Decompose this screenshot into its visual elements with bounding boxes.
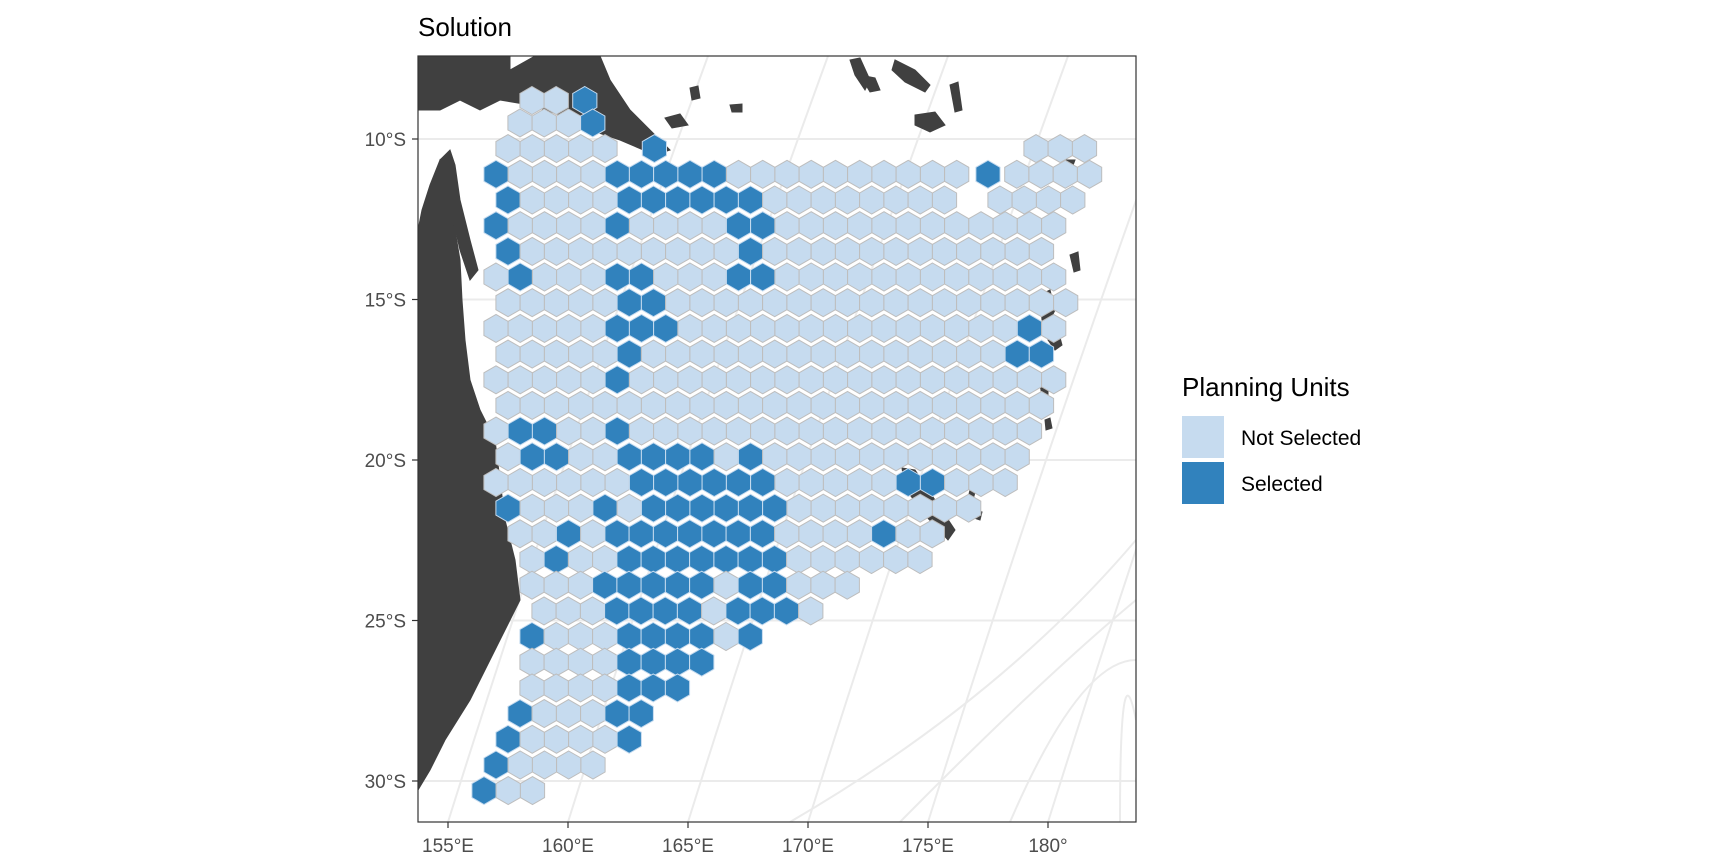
graticule-lon-line bbox=[1047, 546, 1136, 822]
y-tick-label: 20°S bbox=[365, 451, 406, 472]
x-tick-label: 170°E bbox=[782, 836, 834, 857]
landmass bbox=[891, 59, 931, 93]
planning-unit-not-selected bbox=[1016, 416, 1043, 446]
planning-unit-not-selected bbox=[944, 159, 970, 189]
graticule-arc bbox=[1135, 773, 1136, 780]
planning-unit-not-selected bbox=[931, 185, 958, 215]
planning-unit-not-selected bbox=[1060, 185, 1086, 215]
planning-unit-not-selected bbox=[580, 750, 606, 780]
planning-unit-selected bbox=[628, 699, 654, 729]
legend-label-selected: Selected bbox=[1241, 473, 1323, 496]
y-tick-label: 15°S bbox=[365, 291, 406, 312]
planning-unit-selected bbox=[689, 647, 715, 677]
landmass bbox=[1044, 417, 1053, 431]
planning-unit-selected bbox=[616, 724, 642, 754]
planning-unit-not-selected bbox=[1041, 365, 1067, 395]
planning-unit-not-selected bbox=[1076, 159, 1103, 189]
planning-unit-selected bbox=[1028, 339, 1055, 369]
planning-unit-selected bbox=[737, 621, 763, 652]
legend-swatch-selected bbox=[1182, 462, 1224, 504]
planning-unit-not-selected bbox=[592, 134, 618, 164]
x-tick-label: 160°E bbox=[542, 836, 594, 857]
legend-swatch-not-selected bbox=[1182, 416, 1224, 458]
x-axis: 155°E 160°E 165°E 170°E 175°E 180° bbox=[422, 822, 1068, 857]
planning-unit-selected bbox=[975, 159, 1001, 189]
y-tick-label: 10°S bbox=[365, 130, 406, 151]
planning-unit-selected bbox=[580, 108, 606, 138]
landmass bbox=[439, 149, 479, 282]
planning-unit-not-selected bbox=[798, 596, 824, 626]
planning-unit-not-selected bbox=[992, 467, 1018, 498]
planning-unit-not-selected bbox=[1004, 442, 1030, 472]
planning-unit-not-selected bbox=[919, 519, 945, 549]
legend-label-not-selected: Not Selected bbox=[1241, 427, 1361, 450]
graticule-arc bbox=[1119, 694, 1136, 822]
planning-unit-not-selected bbox=[1041, 211, 1067, 241]
planning-unit-not-selected bbox=[907, 544, 933, 575]
graticule-arc bbox=[789, 539, 1136, 822]
panel-border bbox=[417, 55, 1137, 823]
legend: Planning Units Not Selected Selected bbox=[1182, 372, 1361, 504]
landmass bbox=[914, 111, 946, 133]
planning-unit-not-selected bbox=[1041, 262, 1067, 292]
planning-unit-not-selected bbox=[1071, 134, 1098, 164]
x-tick-label: 155°E bbox=[422, 836, 474, 857]
planning-unit-not-selected bbox=[1028, 236, 1055, 266]
landmass bbox=[689, 85, 701, 101]
y-axis: 10°S 15°S 20°S 25°S 30°S bbox=[365, 130, 418, 793]
landmass bbox=[729, 103, 743, 113]
graticule-lon-line bbox=[927, 197, 1136, 822]
x-tick-label: 175°E bbox=[902, 836, 954, 857]
planning-unit-selected bbox=[641, 134, 667, 164]
chart-title: Solution bbox=[418, 12, 512, 42]
landmass bbox=[1069, 251, 1081, 273]
planning-unit-not-selected bbox=[543, 85, 569, 116]
y-tick-label: 30°S bbox=[365, 772, 406, 793]
y-tick-label: 25°S bbox=[365, 612, 406, 633]
planning-units-layer bbox=[471, 85, 1103, 806]
planning-unit-not-selected bbox=[956, 493, 982, 523]
legend-title: Planning Units bbox=[1182, 372, 1350, 402]
landmass bbox=[664, 113, 689, 129]
planning-unit-not-selected bbox=[519, 776, 546, 806]
graticule-arc bbox=[1009, 659, 1136, 822]
planning-unit-not-selected bbox=[1053, 288, 1079, 318]
planning-unit-not-selected bbox=[834, 570, 860, 600]
planning-unit-selected bbox=[664, 673, 691, 703]
planning-unit-not-selected bbox=[1041, 313, 1067, 343]
x-tick-label: 180° bbox=[1028, 836, 1067, 857]
planning-unit-not-selected bbox=[1028, 390, 1055, 420]
landmass bbox=[949, 81, 963, 113]
x-tick-label: 165°E bbox=[662, 836, 714, 857]
graticule-arc bbox=[899, 599, 1136, 822]
graticule-arc bbox=[1136, 715, 1340, 840]
landmass bbox=[859, 74, 881, 93]
